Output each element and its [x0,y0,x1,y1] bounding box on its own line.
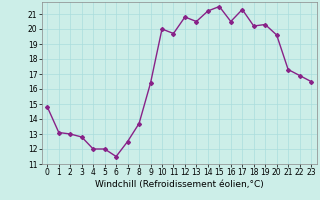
X-axis label: Windchill (Refroidissement éolien,°C): Windchill (Refroidissement éolien,°C) [95,180,264,189]
